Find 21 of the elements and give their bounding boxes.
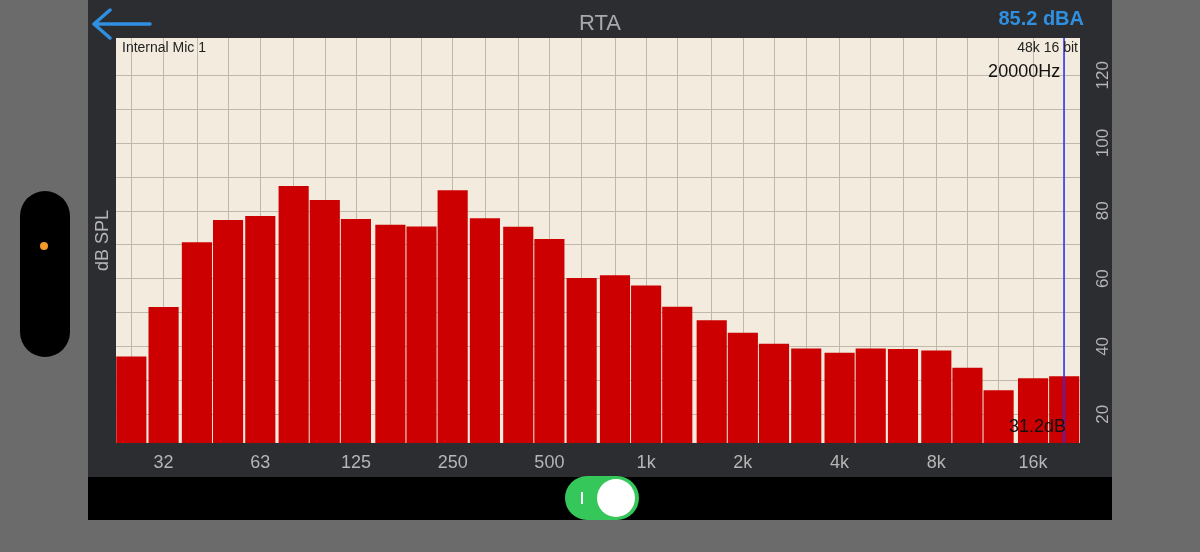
ref-line-label: 20000Hz bbox=[988, 61, 1061, 81]
x-tick-label: 1k bbox=[636, 452, 657, 472]
x-tick-label: 2k bbox=[733, 452, 754, 472]
x-tick-label: 8k bbox=[926, 452, 947, 472]
y-tick-label: 20 bbox=[1093, 404, 1112, 424]
y-tick-label: 120 bbox=[1093, 61, 1112, 90]
x-tick-label: 16k bbox=[1018, 452, 1049, 472]
y-tick-label: 80 bbox=[1093, 201, 1112, 221]
x-tick-label: 63 bbox=[250, 452, 271, 472]
x-tick-label: 4k bbox=[830, 452, 851, 472]
chart-title: RTA bbox=[579, 9, 622, 35]
annotation: Internal Mic 1 bbox=[122, 39, 207, 55]
y-tick-label: 100 bbox=[1093, 128, 1112, 158]
x-tick-label: 500 bbox=[534, 452, 565, 472]
y-tick-label: 60 bbox=[1093, 269, 1112, 289]
x-tick-label: 32 bbox=[153, 452, 174, 472]
x-tick-label: 250 bbox=[437, 452, 468, 472]
y-tick-label: 40 bbox=[1093, 336, 1112, 356]
y-axis-title: dB SPL bbox=[92, 209, 112, 272]
text: 85.2 dBA bbox=[998, 7, 1084, 29]
x-tick-label: 125 bbox=[340, 452, 371, 472]
